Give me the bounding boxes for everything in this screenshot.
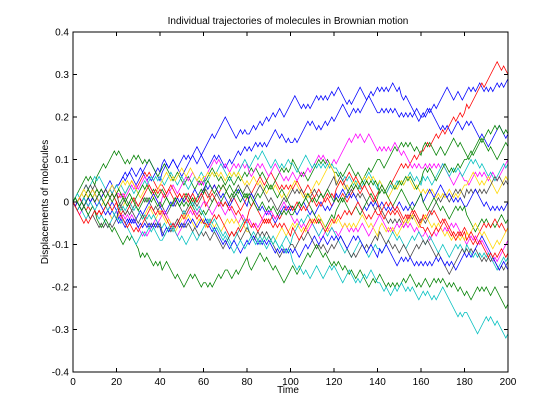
trajectory-line [72, 150, 509, 203]
y-axis-title: Displacements of molecules [40, 140, 51, 265]
trajectory-line [72, 78, 509, 208]
trajectory-line [72, 184, 509, 225]
y-tick-label: 0.3 [55, 70, 69, 81]
x-tick-label: 60 [198, 377, 210, 388]
y-tick-label: -0.1 [52, 240, 70, 251]
trajectory-line [72, 184, 509, 233]
trajectory-line [72, 124, 509, 203]
x-tick-label: 200 [500, 377, 517, 388]
x-tick-label: 160 [413, 377, 430, 388]
trajectory-line [72, 188, 509, 250]
x-tick-label: 100 [282, 377, 299, 388]
trajectory-line [72, 196, 509, 271]
chart-title: Individual trajectories of molecules in … [168, 16, 409, 27]
x-tick-label: 20 [111, 377, 123, 388]
series-lines [72, 60, 509, 339]
x-tick-label: 80 [241, 377, 253, 388]
trajectory-line [72, 196, 509, 310]
trajectory-line [72, 196, 509, 263]
x-axis-title: Time [277, 385, 299, 396]
x-tick-label: 120 [326, 377, 343, 388]
y-tick-label: 0 [63, 198, 69, 209]
axis-ticks: 0 20 40 60 80 100 120 140 160 180 200 -0.4 -0.3 -0.2 -… [52, 28, 517, 389]
trajectory-line [72, 133, 509, 212]
y-tick-label: -0.3 [52, 325, 70, 336]
x-tick-label: 0 [70, 377, 76, 388]
x-tick-label: 140 [369, 377, 386, 388]
y-tick-label: -0.2 [52, 283, 70, 294]
x-tick-label: 180 [456, 377, 473, 388]
trajectory-line [72, 175, 509, 229]
trajectory-line [72, 196, 509, 339]
trajectory-line [72, 201, 509, 276]
y-tick-label: 0.2 [55, 113, 69, 124]
y-tick-label: -0.4 [52, 368, 70, 379]
trajectory-line [72, 60, 509, 212]
trajectory-line [72, 162, 509, 203]
x-tick-label: 40 [154, 377, 166, 388]
trajectory-line [72, 171, 509, 246]
y-tick-label: 0.4 [55, 28, 69, 39]
trajectory-line [72, 137, 509, 216]
plot-frame [72, 31, 509, 373]
trajectory-line [72, 200, 509, 259]
y-tick-label: 0.1 [55, 155, 69, 166]
